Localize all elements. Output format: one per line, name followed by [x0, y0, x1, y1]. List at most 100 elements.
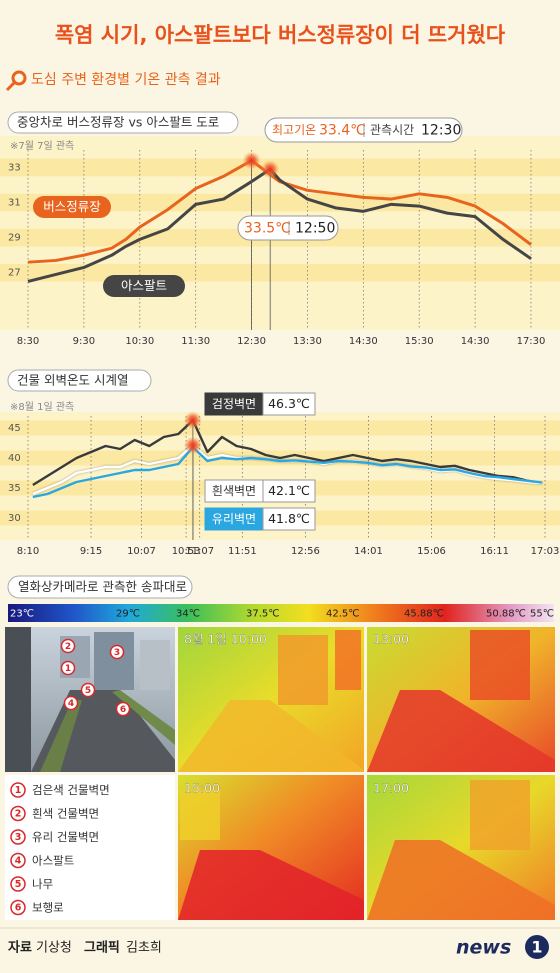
annotation-name: 흰색벽면: [212, 484, 256, 498]
y-tick-label: 40: [8, 453, 21, 464]
page-title: 폭염 시기, 아스팔트보다 버스정류장이 더 뜨거웠다: [55, 23, 506, 47]
annotation-text: 12:50: [295, 221, 335, 237]
legend-marker: [10, 852, 26, 869]
thermal-title: 열화상카메라로 관측한 송파대로: [18, 579, 187, 594]
scale-label: 45.88℃: [404, 609, 444, 620]
annotation-value-box: [262, 479, 316, 503]
y-tick-label: 35: [8, 483, 21, 494]
x-tick-label: 10:07: [127, 546, 156, 557]
legend-label: 검은색 건물벽면: [32, 783, 110, 797]
legend-number: 2: [15, 809, 22, 820]
logo-mark: 1: [531, 938, 542, 957]
image-label: 15:00: [184, 781, 220, 796]
legend-label: 유리 건물벽면: [32, 830, 99, 844]
chart-note: ※7월 7일 관측: [10, 140, 74, 152]
x-tick-label: 16:11: [480, 546, 509, 557]
series-label-pill: [33, 196, 111, 218]
legend-label: 나무: [32, 877, 53, 891]
image-label: 17:00: [373, 781, 409, 796]
annotation-text: 33.4℃: [319, 123, 366, 139]
scale-label: 29℃: [116, 609, 140, 620]
x-tick-label: 11:51: [228, 546, 257, 557]
series-label: 아스팔트: [121, 278, 167, 293]
series-label: 버스정류장: [43, 199, 101, 214]
y-tick-label: 29: [8, 233, 21, 244]
legend-number: 6: [15, 903, 22, 914]
annotation-name: 검정벽면: [212, 397, 256, 411]
peak-glow: [183, 436, 202, 455]
photo-marker: [63, 695, 79, 711]
scale-label: 34℃: [176, 609, 200, 620]
photo-marker-number: 3: [114, 648, 120, 658]
y-tick-label: 30: [8, 513, 21, 524]
chart-title-pill: [7, 369, 152, 392]
legend-number: 5: [15, 879, 22, 890]
subtitle: 도심 주변 환경별 기온 관측 결과: [31, 72, 221, 88]
thermal-image-3: [178, 775, 364, 920]
grid-band: [0, 420, 560, 436]
series-label-pill: [103, 275, 185, 297]
x-tick-label: 13:30: [293, 336, 322, 347]
chart-note: ※8월 1일 관측: [10, 401, 74, 413]
x-tick-label: 11:07: [185, 546, 214, 557]
x-tick-label: 15:06: [417, 546, 446, 557]
annotation-value-box: [262, 392, 316, 416]
scale-label: 42.5℃: [326, 609, 360, 620]
x-tick-label: 8:10: [17, 546, 39, 557]
x-tick-label: 17:30: [517, 336, 546, 347]
peak-glow: [183, 411, 202, 430]
photo-marker: [60, 638, 76, 654]
series-line: [32, 419, 543, 487]
photo-marker: [80, 682, 96, 698]
graphic-credit: 김초희: [126, 941, 162, 956]
chart-title: 중앙차로 버스정류장 vs 아스팔트 도로: [17, 115, 219, 130]
x-tick-label: 17:03: [531, 546, 560, 557]
series-line: [32, 446, 543, 499]
scale-label: 23℃: [10, 609, 34, 620]
graphic-label: 그래픽: [84, 940, 120, 956]
peak-glow: [242, 151, 261, 170]
legend-marker: [10, 805, 26, 822]
scale-label: 55℃: [530, 609, 554, 620]
x-tick-label: 15:30: [405, 336, 434, 347]
photo-marker-number: 2: [65, 642, 71, 652]
legend-marker: [10, 782, 26, 798]
annotation-text: 33.5℃: [244, 221, 291, 237]
color-scale: [8, 604, 554, 622]
x-tick-label: 11:30: [181, 336, 210, 347]
legend-label: 아스팔트: [32, 854, 74, 868]
photo-marker-number: 5: [85, 686, 91, 696]
source: 기상청: [36, 941, 72, 956]
y-tick-label: 31: [8, 198, 21, 209]
section-pill: [7, 575, 193, 599]
annotation-text: 12:30: [421, 123, 461, 139]
thermal-image-2: [367, 627, 555, 772]
source-label: 자료: [8, 941, 32, 956]
annotation-pill: [237, 215, 339, 241]
x-tick-label: 14:01: [354, 546, 383, 557]
legend-number: 4: [15, 856, 22, 867]
image-label: 8월 1일 10:00: [184, 632, 267, 647]
legend-marker: [10, 829, 26, 845]
logo: news: [456, 937, 511, 959]
x-tick-label: 8:30: [17, 336, 39, 347]
y-tick-label: 27: [8, 268, 21, 279]
annotation-value: 41.8℃: [268, 511, 310, 526]
photo-marker-number: 6: [120, 705, 126, 715]
x-tick-label: 14:30: [349, 336, 378, 347]
grid-band: [0, 158, 560, 177]
peak-glow: [261, 160, 280, 179]
chart-title-pill: [7, 111, 239, 134]
photo-marker-number: 4: [68, 699, 74, 709]
photo-marker: [60, 660, 76, 676]
legend-marker: [10, 876, 26, 892]
annotation-text: 관측시간: [370, 123, 414, 137]
x-tick-label: 14:30: [461, 336, 490, 347]
legend-marker: [10, 899, 26, 916]
legend-box: [5, 775, 175, 920]
photo-marker-number: 1: [65, 664, 71, 674]
x-tick-label: 9:15: [80, 546, 102, 557]
annotation-value: 46.3℃: [268, 396, 310, 411]
x-tick-label: 9:30: [73, 336, 95, 347]
image-label: 13:00: [373, 632, 409, 647]
